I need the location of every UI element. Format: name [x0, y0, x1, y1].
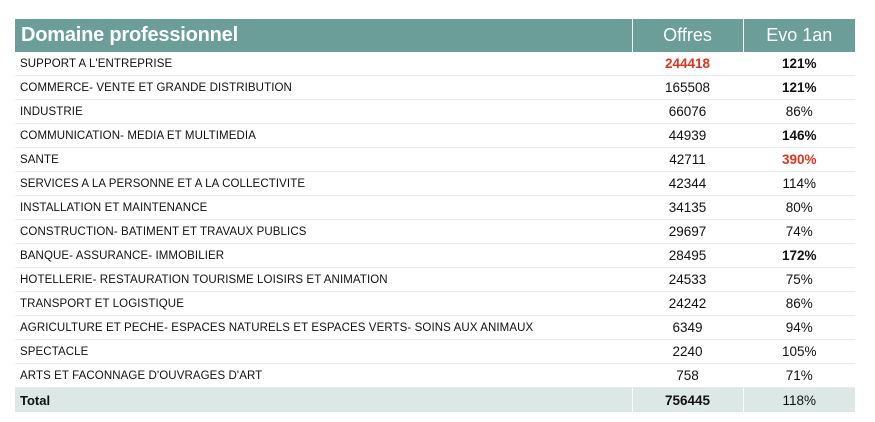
row-domain: SUPPORT A L'ENTREPRISE	[15, 52, 632, 76]
row-offres: 42711	[631, 147, 743, 172]
row-offres: 28495	[631, 243, 743, 268]
table-row: AGRICULTURE ET PECHE- ESPACES NATURELS E…	[15, 315, 855, 340]
row-evo: 86%	[742, 291, 855, 316]
row-evo: 146%	[742, 123, 855, 148]
table-row: INDUSTRIE 66076 86%	[15, 99, 855, 124]
row-domain: HOTELLERIE- RESTAURATION TOURISME LOISIR…	[15, 267, 632, 292]
row-evo: 71%	[742, 363, 855, 388]
column-header-evo: Evo 1an	[742, 19, 855, 52]
row-evo: 121%	[742, 52, 855, 76]
row-evo: 74%	[742, 219, 855, 244]
table-row: SUPPORT A L'ENTREPRISE 244418 121%	[15, 52, 855, 76]
total-evo: 118%	[742, 387, 855, 412]
row-evo: 114%	[742, 171, 855, 196]
row-offres: 6349	[631, 315, 743, 340]
table-row: SPECTACLE 2240 105%	[15, 339, 855, 364]
table-row: INSTALLATION ET MAINTENANCE 34135 80%	[15, 195, 855, 220]
row-offres: 2240	[631, 339, 743, 364]
row-domain: AGRICULTURE ET PECHE- ESPACES NATURELS E…	[15, 315, 632, 340]
row-offres: 29697	[631, 219, 743, 244]
row-offres: 24242	[631, 291, 743, 316]
table-row: ARTS ET FACONNAGE D'OUVRAGES D'ART 758 7…	[15, 363, 855, 388]
total-label: Total	[15, 387, 632, 412]
row-evo: 390%	[742, 147, 855, 172]
domain-offers-table: Domaine professionnel Offres Evo 1an SUP…	[15, 19, 855, 412]
row-domain: INSTALLATION ET MAINTENANCE	[15, 195, 632, 220]
row-evo: 75%	[742, 267, 855, 292]
row-evo: 172%	[742, 243, 855, 268]
table-row: SANTE 42711 390%	[15, 147, 855, 172]
column-header-offres: Offres	[631, 19, 743, 52]
row-offres: 244418	[631, 52, 743, 76]
row-domain: INDUSTRIE	[15, 99, 632, 124]
row-domain: COMMUNICATION- MEDIA ET MULTIMEDIA	[15, 123, 632, 148]
table-row: COMMUNICATION- MEDIA ET MULTIMEDIA 44939…	[15, 123, 855, 148]
table-row: HOTELLERIE- RESTAURATION TOURISME LOISIR…	[15, 267, 855, 292]
row-domain: SANTE	[15, 147, 632, 172]
row-offres: 42344	[631, 171, 743, 196]
row-evo: 86%	[742, 99, 855, 124]
row-domain: CONSTRUCTION- BATIMENT ET TRAVAUX PUBLIC…	[15, 219, 632, 244]
row-offres: 44939	[631, 123, 743, 148]
table-row: COMMERCE- VENTE ET GRANDE DISTRIBUTION 1…	[15, 75, 855, 100]
table-total-row: Total 756445 118%	[15, 387, 855, 412]
table-row: TRANSPORT ET LOGISTIQUE 24242 86%	[15, 291, 855, 316]
row-evo: 94%	[742, 315, 855, 340]
row-domain: ARTS ET FACONNAGE D'OUVRAGES D'ART	[15, 363, 632, 388]
row-domain: SPECTACLE	[15, 339, 632, 364]
row-domain: SERVICES A LA PERSONNE ET A LA COLLECTIV…	[15, 171, 632, 196]
table-header-row: Domaine professionnel Offres Evo 1an	[15, 19, 855, 52]
table-row: CONSTRUCTION- BATIMENT ET TRAVAUX PUBLIC…	[15, 219, 855, 244]
row-evo: 105%	[742, 339, 855, 364]
row-evo: 121%	[742, 75, 855, 100]
row-domain: BANQUE- ASSURANCE- IMMOBILIER	[15, 243, 632, 268]
row-offres: 34135	[631, 195, 743, 220]
row-domain: COMMERCE- VENTE ET GRANDE DISTRIBUTION	[15, 75, 632, 100]
row-evo: 80%	[742, 195, 855, 220]
row-offres: 165508	[631, 75, 743, 100]
table-row: BANQUE- ASSURANCE- IMMOBILIER 28495 172%	[15, 243, 855, 268]
row-offres: 758	[631, 363, 743, 388]
column-header-domain: Domaine professionnel	[15, 19, 632, 52]
row-offres: 24533	[631, 267, 743, 292]
row-domain: TRANSPORT ET LOGISTIQUE	[15, 291, 632, 316]
domain-offers-table-wrapper: Domaine professionnel Offres Evo 1an SUP…	[15, 19, 855, 412]
table-row: SERVICES A LA PERSONNE ET A LA COLLECTIV…	[15, 171, 855, 196]
total-offres: 756445	[631, 387, 743, 412]
row-offres: 66076	[631, 99, 743, 124]
